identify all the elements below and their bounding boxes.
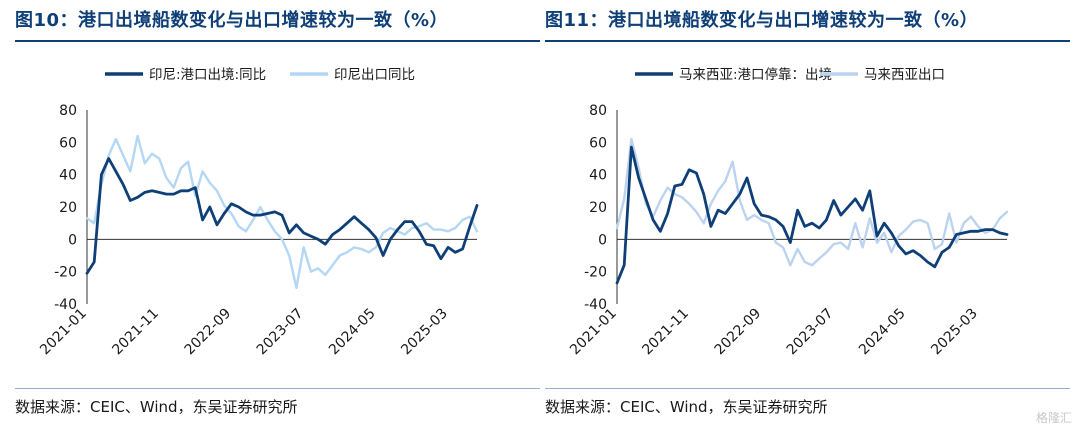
legend-label: 印尼出口同比 [334, 67, 415, 83]
x-tick-label: 2021-11 [109, 306, 162, 359]
source-note: 数据来源：CEIC、Wind，东吴证券研究所 [15, 398, 298, 416]
x-tick-label: 2024-05 [326, 306, 379, 359]
y-tick-label: -40 [54, 297, 77, 313]
x-tick-label: 2021-01 [37, 306, 90, 359]
legend-label: 马来西亚出口 [864, 67, 945, 83]
y-tick-label: 20 [589, 200, 607, 216]
series-line [85, 157, 479, 275]
y-tick-label: -20 [54, 265, 77, 281]
x-tick-label: 2025-03 [928, 306, 981, 359]
chart-title: 图11：港口出境船数变化与出口增速较为一致（%） [545, 10, 979, 31]
y-tick-label: 80 [589, 103, 607, 119]
legend-label: 马来西亚:港口停靠：出境 [679, 66, 832, 83]
title-divider [15, 40, 540, 42]
source-divider [15, 388, 540, 389]
line-chart: 马来西亚:港口停靠：出境 马来西亚出口 -40 -20 0 20 40 60 80 2021-01… [567, 66, 1009, 359]
y-tick-label: 20 [59, 200, 77, 216]
line-chart: 印尼:港口出境:同比 印尼出口同比 -40 -20 0 20 40 60 80 2021-01 20… [37, 67, 479, 359]
x-tick-label: 2022-09 [712, 306, 765, 359]
x-tick-label: 2022-09 [182, 306, 235, 359]
y-tick-label: 60 [59, 135, 77, 151]
x-tick-label: 2025-03 [398, 306, 451, 359]
y-tick-label: 80 [59, 103, 77, 119]
y-tick-label: 0 [68, 232, 77, 248]
y-tick-label: -40 [584, 297, 607, 313]
y-tick-label: 40 [589, 168, 607, 184]
y-tick-label: 0 [598, 232, 607, 248]
series-line [615, 145, 1009, 285]
y-tick-label: -20 [584, 265, 607, 281]
series-line [85, 134, 479, 290]
title-divider [545, 40, 1070, 42]
source-note: 数据来源：CEIC、Wind，东吴证券研究所 [545, 398, 828, 416]
x-tick-label: 2024-05 [856, 306, 909, 359]
chart-panel-indonesia: 图10：港口出境船数变化与出口增速较为一致（%） 印尼:港口出境:同比 印尼出口同… [15, 0, 540, 432]
x-tick-label: 2021-01 [567, 306, 620, 359]
x-tick-label: 2023-07 [784, 306, 837, 359]
watermark: 格隆汇 [1035, 411, 1072, 425]
y-tick-label: 40 [59, 168, 77, 184]
legend-label: 印尼:港口出境:同比 [149, 67, 266, 83]
x-tick-label: 2021-11 [639, 306, 692, 359]
y-tick-label: 60 [589, 135, 607, 151]
chart-panel-malaysia: 图11：港口出境船数变化与出口增速较为一致（%） 马来西亚:港口停靠：出境 马来西… [545, 0, 1070, 432]
x-tick-label: 2023-07 [254, 306, 307, 359]
series-line [615, 137, 1009, 267]
chart-title: 图10：港口出境船数变化与出口增速较为一致（%） [15, 10, 449, 31]
source-divider [545, 388, 1070, 389]
